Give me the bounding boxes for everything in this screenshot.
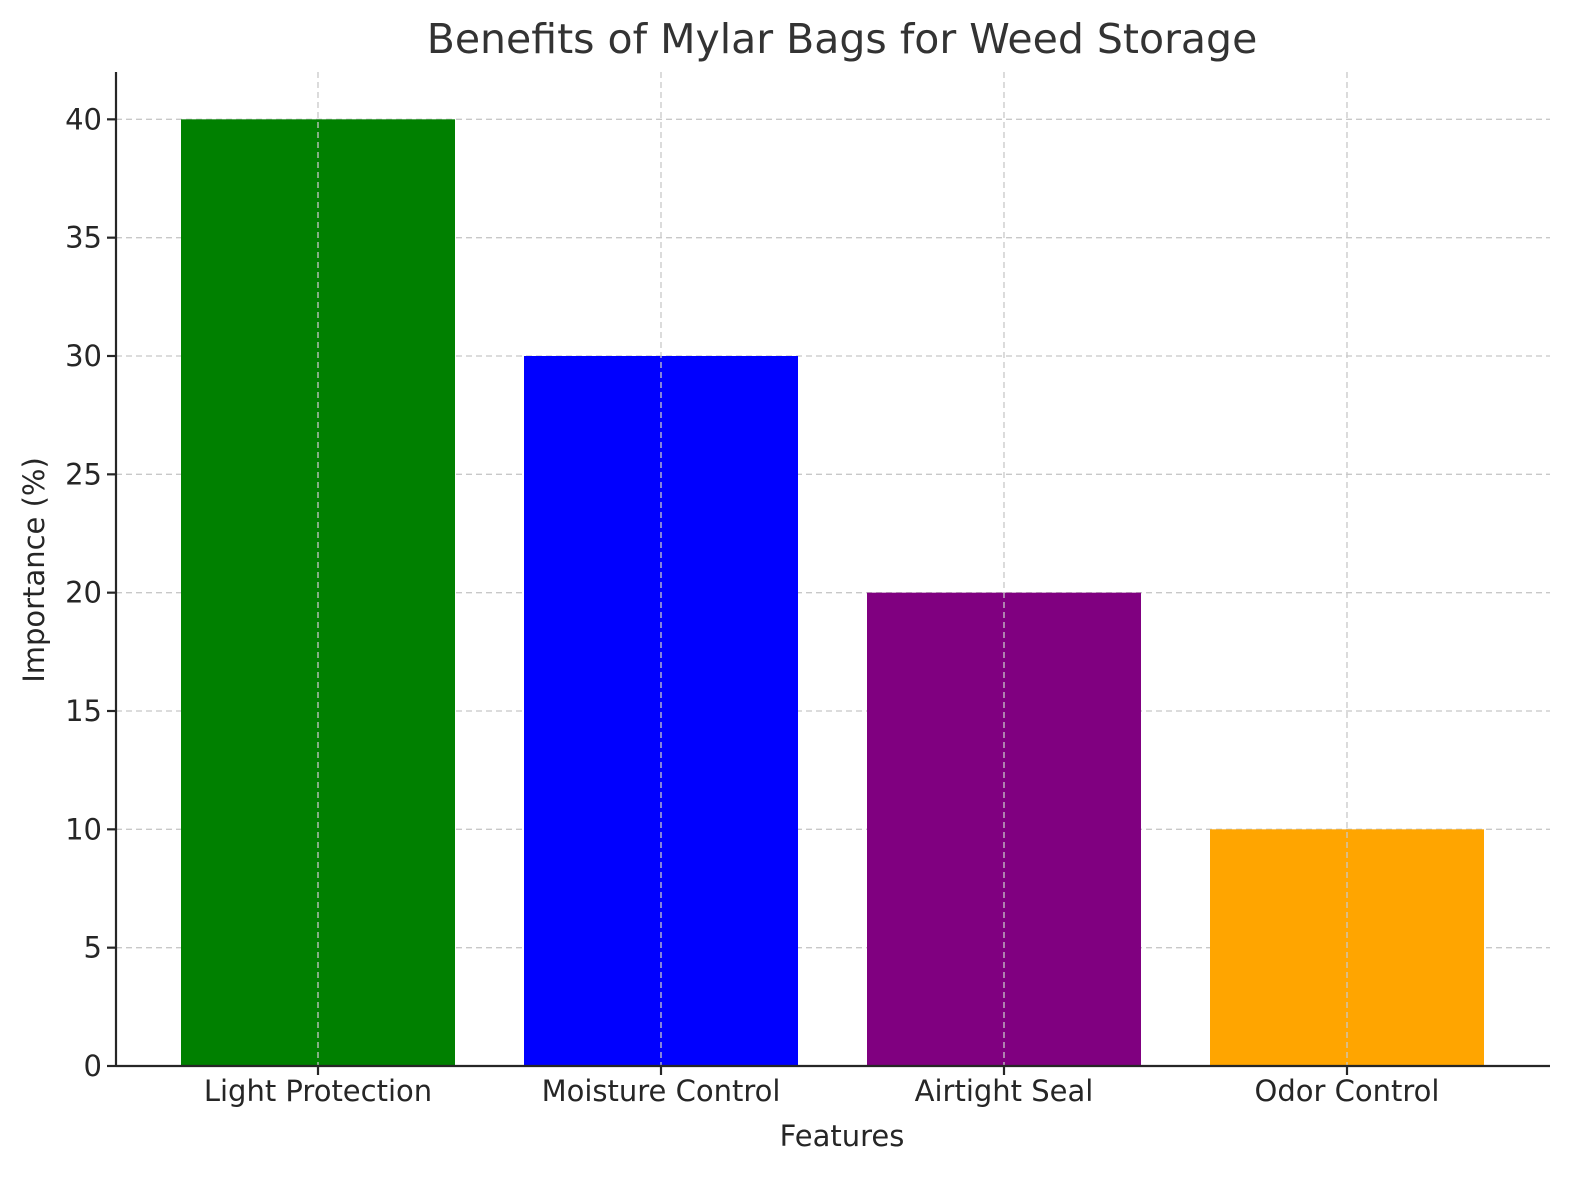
axis-layer <box>107 72 1550 1075</box>
y-tick-label: 30 <box>65 339 102 373</box>
y-tick-label: 20 <box>65 576 102 610</box>
y-tick-label: 35 <box>65 221 102 255</box>
y-tick-label: 15 <box>65 694 102 728</box>
label-layer: 0 5 10 15 20 25 30 35 40 Light Protection Moisture… <box>65 102 1439 1108</box>
x-tick-label: Light Protection <box>204 1074 432 1108</box>
y-tick-label: 40 <box>65 102 102 136</box>
y-tick-label: 0 <box>84 1049 102 1083</box>
x-tick-label: Moisture Control <box>542 1074 781 1108</box>
x-tick-label: Airtight Seal <box>915 1074 1094 1108</box>
y-tick-label: 10 <box>65 812 102 846</box>
chart-title: Benefits of Mylar Bags for Weed Storage <box>427 15 1258 63</box>
y-tick-label: 5 <box>84 931 102 965</box>
vertical-grid-layer <box>317 72 1348 1066</box>
x-tick-label: Odor Control <box>1255 1074 1440 1108</box>
y-tick-label: 25 <box>65 457 102 491</box>
x-axis-title: Features <box>780 1119 905 1153</box>
y-axis-title: Importance (%) <box>17 457 51 683</box>
